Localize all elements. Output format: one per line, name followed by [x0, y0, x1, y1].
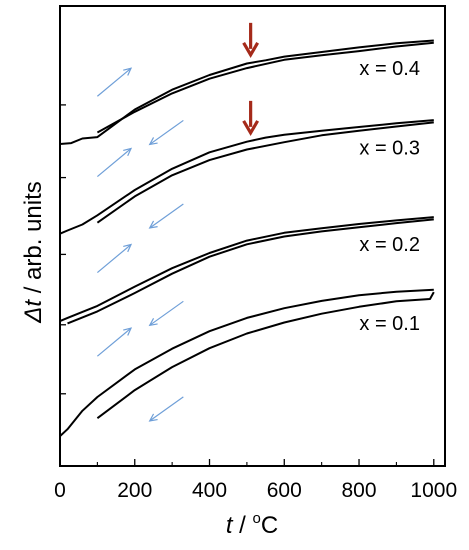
plot-frame [59, 5, 446, 467]
series-label: x = 0.1 [359, 313, 420, 335]
heating-curve [59, 288, 434, 437]
x-tick-label: 400 [192, 479, 227, 502]
transition-arrows [242, 22, 260, 137]
unit-letter: C [261, 512, 278, 539]
x-tick-label: 0 [54, 479, 66, 502]
heating-curve [59, 119, 434, 235]
y-axis-var: Δt [20, 299, 47, 324]
y-axis-label: Δt / arb. units [20, 181, 47, 324]
heating-curve [59, 216, 434, 323]
cooling-curve [96, 291, 435, 419]
heating-curve [59, 39, 434, 145]
cooling-direction-arrow [148, 119, 184, 146]
axis-ticks [59, 104, 435, 466]
y-axis-sep: / [20, 280, 47, 300]
cooling-curve [96, 41, 434, 134]
x-tick-label: 200 [117, 479, 152, 502]
y-axis-unit: arb. units [20, 181, 47, 280]
cooling-curve [67, 218, 434, 325]
degree-superscript: o [253, 510, 261, 527]
cooling-curve [96, 121, 434, 224]
heating-direction-arrow [96, 327, 133, 357]
x-tick-label: 600 [267, 479, 302, 502]
x-axis-label: t / oC [226, 510, 278, 539]
x-tick-labels: 0 200 400 600 800 1000 [54, 479, 457, 502]
series-label: x = 0.4 [359, 58, 420, 80]
cooling-direction-arrow [148, 203, 184, 229]
heating-direction-arrow [96, 243, 133, 273]
series-label: x = 0.2 [359, 234, 420, 256]
heating-direction-arrow [96, 67, 133, 97]
transition-arrow [242, 22, 260, 59]
series-labels: x = 0.1 x = 0.2 x = 0.3 x = 0.4 [359, 58, 420, 335]
x-axis-unit: oC [253, 510, 279, 539]
series-curves [59, 39, 435, 437]
x-tick-label: 800 [342, 479, 377, 502]
cooling-direction-arrow [148, 396, 184, 422]
heating-direction-arrow [96, 147, 133, 177]
direction-arrows [96, 67, 184, 422]
x-axis-sep: / [232, 512, 252, 539]
x-tick-label: 1000 [410, 479, 457, 502]
series-label: x = 0.3 [359, 138, 420, 160]
x-axis-var: t [226, 512, 234, 539]
transition-arrow [242, 100, 260, 137]
cooling-direction-arrow [148, 300, 184, 327]
